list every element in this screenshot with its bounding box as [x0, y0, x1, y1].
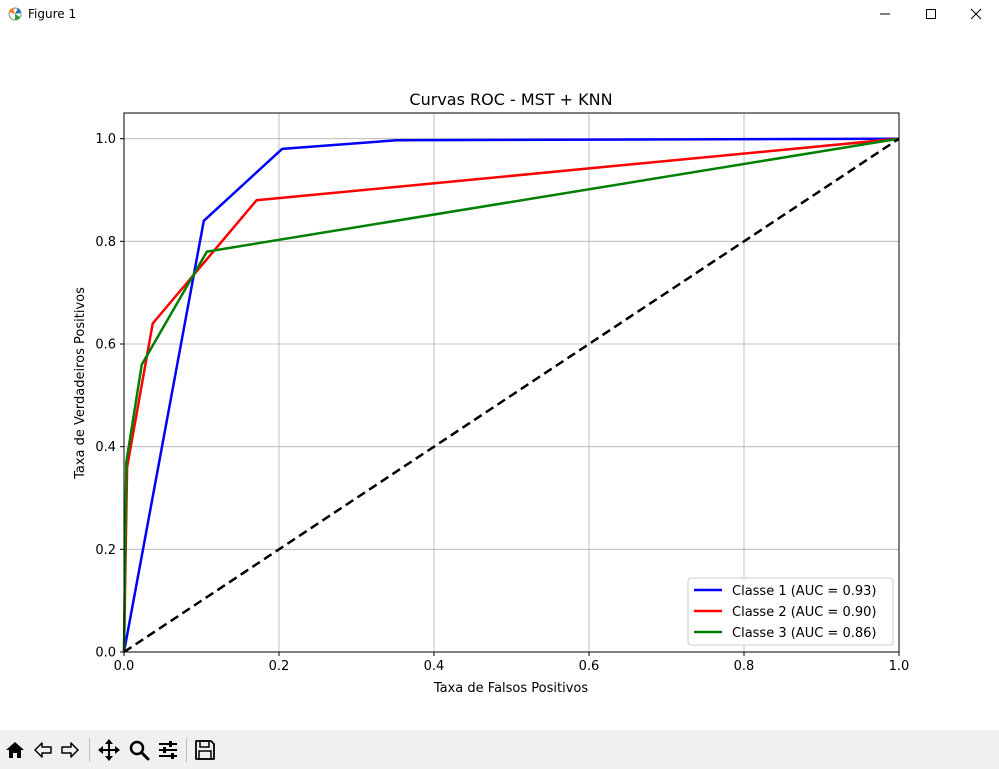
zoom-icon — [129, 740, 150, 761]
roc-curve-class3 — [122, 137, 900, 653]
legend: Classe 1 (AUC = 0.93) Classe 2 (AUC = 0.… — [687, 577, 894, 646]
axis-ticks: 0.0 0.2 0.4 0.6 0.8 1.0 0.0 0.2 0.4 0.6 0.8 1.0 — [95, 132, 909, 674]
back-button[interactable] — [30, 738, 56, 762]
chart-title: Curvas ROC - MST + KNN — [409, 90, 612, 109]
configure-subplots-button[interactable] — [155, 738, 181, 762]
back-arrow-icon — [34, 742, 52, 758]
window-title: Figure 1 — [28, 7, 77, 21]
toolbar-separator — [186, 738, 187, 762]
y-tick-label: 0.8 — [95, 235, 116, 250]
plot-frame — [123, 112, 900, 653]
y-tick-label: 0.2 — [95, 543, 116, 558]
y-tick-label: 0.4 — [95, 440, 116, 455]
maximize-icon — [926, 9, 936, 19]
legend-box — [687, 577, 894, 646]
grid — [123, 113, 900, 653]
x-tick-label: 0.8 — [734, 659, 755, 674]
roc-curve-class1 — [122, 137, 900, 653]
forward-arrow-icon — [61, 742, 79, 758]
minimize-button[interactable] — [862, 0, 908, 28]
window-titlebar: Figure 1 — [0, 0, 999, 28]
sliders-icon — [159, 741, 177, 759]
save-button[interactable] — [192, 738, 218, 762]
maximize-button[interactable] — [908, 0, 954, 28]
x-tick-label: 0.2 — [269, 659, 290, 674]
navigation-toolbar — [0, 730, 999, 769]
pan-button[interactable] — [96, 738, 122, 762]
close-icon — [970, 8, 982, 20]
roc-chart: 0.0 0.2 0.4 0.6 0.8 1.0 0.0 0.2 0.4 0.6 0.8 1.0 Cur… — [73, 90, 909, 696]
y-tick-label: 1.0 — [95, 132, 116, 147]
matplotlib-app-icon — [8, 7, 22, 21]
home-icon — [6, 742, 24, 758]
x-tick-label: 1.0 — [889, 659, 910, 674]
zoom-button[interactable] — [126, 738, 152, 762]
toolbar-separator — [89, 738, 90, 762]
legend-label-class3: Classe 3 (AUC = 0.86) — [732, 626, 876, 641]
legend-label-class1: Classe 1 (AUC = 0.93) — [732, 584, 876, 599]
forward-button[interactable] — [57, 738, 83, 762]
x-tick-label: 0.4 — [424, 659, 445, 674]
close-button[interactable] — [953, 0, 999, 28]
y-axis-label: Taxa de Verdadeiros Positivos — [73, 287, 88, 480]
save-icon — [195, 740, 215, 760]
y-tick-label: 0.0 — [95, 646, 116, 661]
legend-label-class2: Classe 2 (AUC = 0.90) — [732, 605, 876, 620]
minimize-icon — [880, 13, 890, 15]
plot-lines — [122, 137, 900, 654]
x-tick-label: 0.0 — [114, 659, 135, 674]
chance-diagonal-line — [123, 137, 900, 654]
x-axis-label: Taxa de Falsos Positivos — [433, 681, 588, 696]
x-tick-label: 0.6 — [579, 659, 600, 674]
y-tick-label: 0.6 — [95, 338, 116, 353]
figure-canvas[interactable]: 0.0 0.2 0.4 0.6 0.8 1.0 0.0 0.2 0.4 0.6 0.8 1.0 Cur… — [0, 28, 999, 730]
pan-icon — [98, 739, 120, 761]
home-button[interactable] — [2, 738, 28, 762]
